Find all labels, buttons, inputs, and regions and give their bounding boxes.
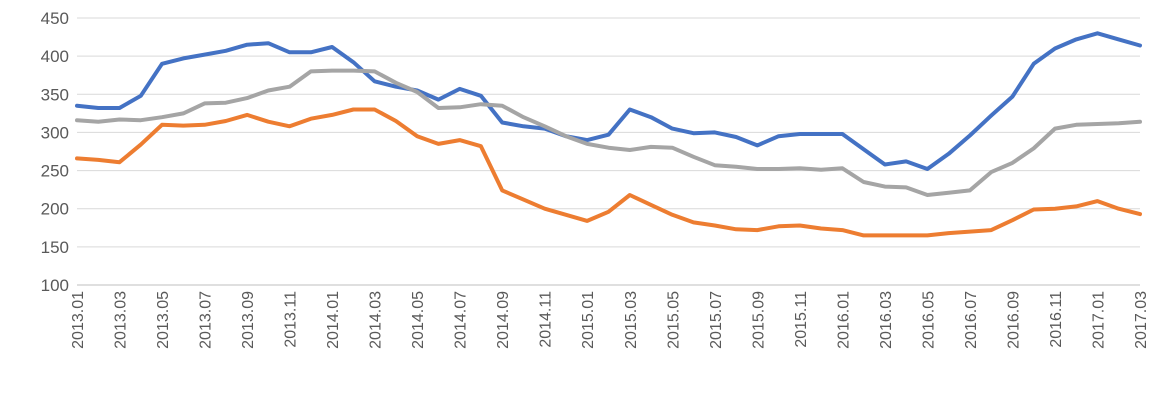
x-tick-label: 2015.07 bbox=[708, 291, 725, 349]
y-tick-label: 250 bbox=[41, 162, 69, 181]
series-lines bbox=[75, 31, 1142, 238]
x-tick-label: 2013.01 bbox=[70, 291, 87, 349]
x-tick-label: 2013.09 bbox=[240, 291, 257, 349]
x-tick-label: 2013.11 bbox=[283, 291, 300, 348]
x-tick-label: 2013.05 bbox=[155, 291, 172, 349]
x-tick-label: 2016.11 bbox=[1048, 291, 1065, 348]
x-tick-label: 2016.03 bbox=[878, 291, 895, 349]
x-tick-label: 2016.05 bbox=[920, 291, 937, 349]
x-tick-label: 2013.03 bbox=[113, 291, 130, 349]
x-tick-label: 2016.07 bbox=[963, 291, 980, 349]
y-tick-label: 450 bbox=[41, 9, 69, 28]
x-tick-label: 2014.09 bbox=[495, 291, 512, 349]
x-tick-label: 2016.01 bbox=[835, 291, 852, 349]
x-axis-tick-labels: 2013.01 2013.03 2013.05 2013.07 2013.09 2013.… bbox=[70, 291, 1150, 349]
series-line-2 bbox=[75, 68, 1142, 197]
series-line-3 bbox=[75, 107, 1142, 238]
x-tick-label: 2016.09 bbox=[1005, 291, 1022, 349]
x-tick-label: 2017.01 bbox=[1090, 291, 1107, 349]
x-tick-label: 2014.05 bbox=[410, 291, 427, 349]
y-tick-label: 300 bbox=[41, 123, 69, 142]
x-tick-label: 2015.01 bbox=[580, 291, 597, 349]
gridlines bbox=[77, 17, 1140, 286]
y-axis-tick-labels: 100 150 200 250 300 350 400 450 bbox=[41, 9, 69, 295]
x-tick-label: 2013.07 bbox=[198, 291, 215, 349]
x-tick-label: 2017.03 bbox=[1133, 291, 1150, 349]
x-tick-label: 2015.03 bbox=[623, 291, 640, 349]
x-tick-label: 2014.03 bbox=[368, 291, 385, 349]
y-tick-label: 200 bbox=[41, 200, 69, 219]
y-tick-label: 100 bbox=[41, 276, 69, 295]
series-line-1 bbox=[75, 31, 1142, 171]
x-tick-label: 2014.11 bbox=[538, 291, 555, 348]
x-tick-label: 2015.05 bbox=[665, 291, 682, 349]
y-tick-label: 150 bbox=[41, 238, 69, 257]
y-tick-label: 350 bbox=[41, 85, 69, 104]
x-tick-label: 2015.11 bbox=[793, 291, 810, 348]
x-tick-label: 2014.07 bbox=[453, 291, 470, 349]
x-tick-label: 2014.01 bbox=[325, 291, 342, 349]
y-tick-label: 400 bbox=[41, 47, 69, 66]
x-tick-label: 2015.09 bbox=[750, 291, 767, 349]
